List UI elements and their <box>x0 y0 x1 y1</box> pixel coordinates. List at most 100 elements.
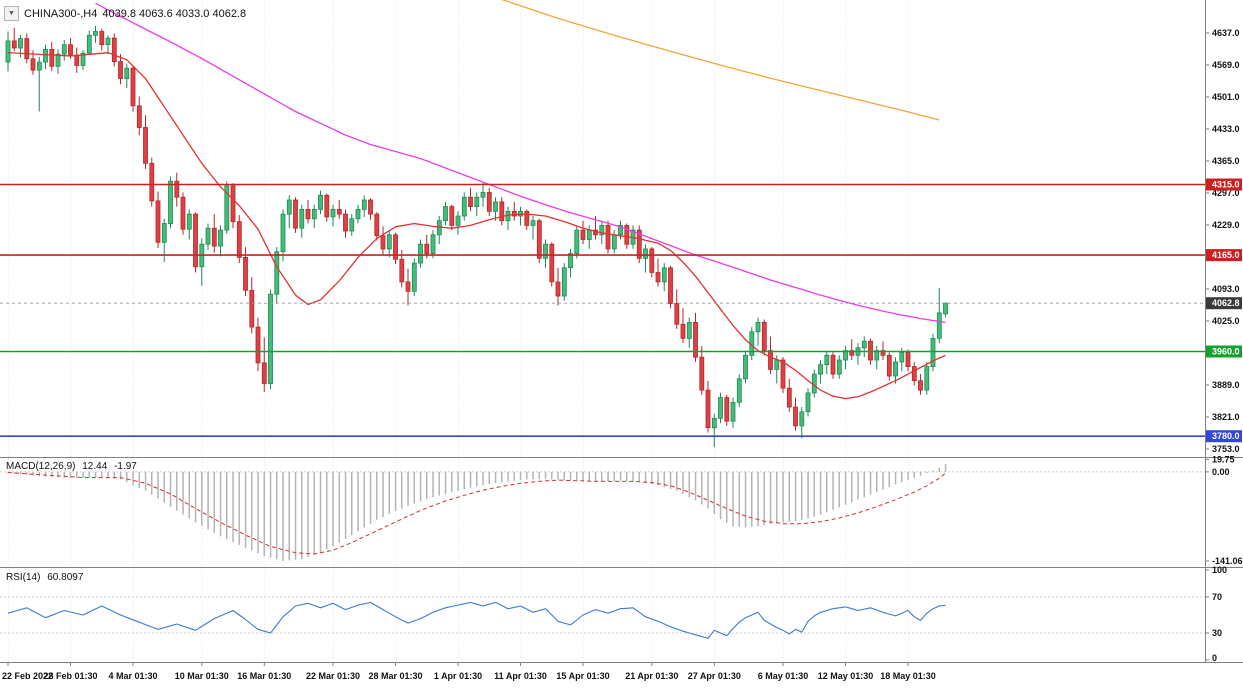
candle-body <box>555 281 561 297</box>
candle-body <box>918 380 923 391</box>
candle-body <box>361 199 367 210</box>
ma-line-slow-orange <box>501 0 940 121</box>
macd-histogram-bar <box>482 471 484 486</box>
rsi-tick-label: 70 <box>1212 592 1222 602</box>
candle-body <box>543 243 548 259</box>
macd-histogram-bar <box>907 471 909 481</box>
macd-histogram-bar <box>426 471 428 500</box>
price-tick-label: 3889.0 <box>1212 380 1240 390</box>
candle-body <box>24 38 30 60</box>
price-tick-label: 4569.0 <box>1212 60 1240 70</box>
candle-body <box>793 406 798 427</box>
macd-histogram-bar <box>494 471 497 484</box>
macd-histogram-bar <box>644 471 647 484</box>
macd-histogram-bar <box>594 471 597 482</box>
macd-histogram-bar <box>163 471 165 503</box>
macd-histogram-bar <box>88 471 90 478</box>
macd-histogram-bar <box>432 471 434 498</box>
macd-indicator-label: MACD(12,26,9) 12.44 -1.97 <box>6 461 137 472</box>
macd-histogram-bar <box>626 471 628 482</box>
macd-histogram-bar <box>588 471 590 482</box>
macd-histogram-bar <box>557 471 559 480</box>
candle-body <box>36 61 42 71</box>
macd-histogram-bar <box>444 471 447 494</box>
candle-body <box>868 340 873 361</box>
macd-histogram-bar <box>826 471 828 513</box>
candle-body <box>711 417 717 429</box>
price-axis[interactable]: 4637.0 4569.0 4501.0 4433.0 4365.0 4297.0 4229… <box>1205 28 1243 663</box>
price-tick-label: 4297.0 <box>1212 188 1240 198</box>
rsi-value: 60.8097 <box>47 572 84 583</box>
price-tick-label: 4025.0 <box>1212 316 1240 326</box>
macd-histogram-bar <box>219 471 222 537</box>
candle-body <box>880 350 886 356</box>
candle-body <box>568 253 573 269</box>
macd-histogram-bar <box>601 471 603 482</box>
rsi-tick-label: 0 <box>1212 653 1217 663</box>
objects-collapse-button[interactable]: ▼ <box>4 6 19 21</box>
rsi-name: RSI(14) <box>6 572 41 583</box>
price-tag-level-4165.0: 4165.0 <box>1206 249 1242 262</box>
macd-histogram-bar <box>238 471 240 545</box>
candle-body <box>836 359 842 375</box>
ma-line-mid-magenta <box>95 2 946 324</box>
macd-name: MACD(12,26,9) <box>6 461 76 472</box>
time-tick-label: 22 Mar 01:30 <box>306 671 360 681</box>
candle-body <box>930 337 936 367</box>
macd-histogram-bar <box>544 471 547 479</box>
candle-body <box>424 243 430 254</box>
macd-histogram-bar <box>257 471 259 554</box>
candle-body <box>530 220 536 226</box>
price-tick-label: 4093.0 <box>1212 284 1240 294</box>
candle-body <box>605 224 611 250</box>
candle-body <box>230 185 236 223</box>
macd-histogram-bar <box>832 471 834 510</box>
macd-histogram-bar <box>201 471 203 526</box>
macd-histogram-bar <box>69 471 72 479</box>
macd-histogram-bar <box>613 471 615 481</box>
candle-body <box>249 289 255 328</box>
macd-histogram-bar <box>351 471 353 536</box>
svg-text:3960.0: 3960.0 <box>1212 347 1240 357</box>
macd-histogram-bar <box>282 471 284 561</box>
macd-histogram-bar <box>194 471 197 523</box>
svg-text:3780.0: 3780.0 <box>1212 431 1240 441</box>
macd-histogram-bar <box>519 471 522 481</box>
macd-main-value: 12.44 <box>82 461 108 472</box>
candle-body <box>699 356 705 391</box>
macd-histogram-bar <box>932 470 934 472</box>
candle-body <box>599 224 605 236</box>
macd-histogram-bar <box>307 471 309 557</box>
candle-body <box>305 208 311 220</box>
candle-body <box>493 201 498 212</box>
candle-body <box>118 61 123 79</box>
macd-histogram-bar <box>801 471 803 520</box>
time-tick-label: 21 Apr 01:30 <box>625 671 678 681</box>
macd-histogram-bar <box>682 471 684 494</box>
price-tick-label: 3821.0 <box>1212 412 1240 422</box>
macd-histogram-bar <box>463 471 465 490</box>
candle-body <box>124 67 130 79</box>
macd-histogram-bar <box>563 471 565 481</box>
candle-body <box>943 302 948 315</box>
candle-body <box>411 262 417 292</box>
candle-body <box>849 350 855 356</box>
candle-body <box>311 208 317 220</box>
candle-body <box>336 208 342 215</box>
candle-body <box>643 248 648 259</box>
price-tag-last: 4062.8 <box>1206 297 1242 310</box>
candle-body <box>18 38 23 49</box>
time-tick-label: 6 May 01:30 <box>758 671 809 681</box>
candle-body <box>905 352 911 368</box>
candle-body <box>811 373 817 394</box>
macd-histogram-bar <box>457 471 459 491</box>
macd-histogram-bar <box>769 471 772 524</box>
macd-histogram-bar <box>863 471 865 498</box>
macd-histogram-bar <box>44 471 47 477</box>
candle-body <box>899 352 905 363</box>
candle-body <box>718 397 723 419</box>
macd-histogram-bar <box>26 471 28 476</box>
macd-histogram-bar <box>107 471 109 478</box>
